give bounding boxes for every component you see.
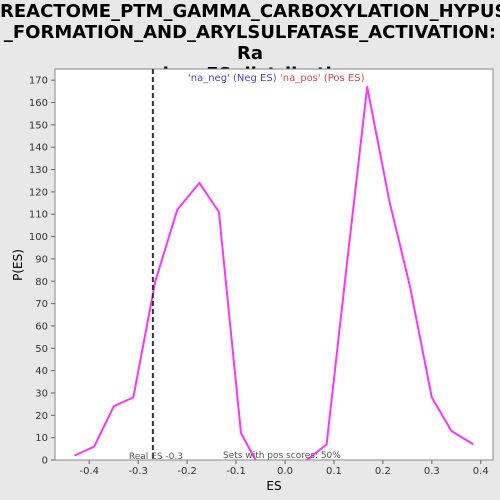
y-tick-label: 120 xyxy=(29,187,48,198)
plot-area xyxy=(54,68,494,461)
x-tick-label: 0.3 xyxy=(424,466,440,477)
x-tick-label: -0.3 xyxy=(128,466,148,477)
y-axis: 0 10 20 30 40 50 60 70 80 90 100 110 120 130 140 150 160… xyxy=(29,76,55,467)
pos-es-series-line xyxy=(306,85,474,461)
y-tick-label: 100 xyxy=(29,232,48,243)
y-tick-label: 0 xyxy=(42,456,48,467)
x-tick-label: 0.0 xyxy=(277,466,293,477)
y-tick-label: 40 xyxy=(35,366,48,377)
y-tick-label: 80 xyxy=(35,277,48,288)
y-tick-label: 140 xyxy=(29,143,48,154)
x-tick-label: -0.1 xyxy=(226,466,246,477)
pos-scores-annotation: Sets with pos scores: 50% xyxy=(223,451,341,461)
legend-pos: 'na_pos' (Pos ES) xyxy=(280,73,365,84)
legend: 'na_neg' (Neg ES) 'na_pos' (Pos ES) xyxy=(188,73,365,84)
legend-neg: 'na_neg' (Neg ES) xyxy=(188,73,277,84)
x-tick-label: 0.2 xyxy=(375,466,391,477)
neg-es-series-line xyxy=(74,181,257,461)
y-tick-label: 130 xyxy=(29,165,48,176)
y-tick-label: 60 xyxy=(35,321,48,332)
x-axis: -0.4 -0.3 -0.2 -0.1 0.0 0.1 0.2 0.3 0.4 xyxy=(79,460,489,477)
y-axis-title: P(ES) xyxy=(11,249,25,281)
y-tick-label: 90 xyxy=(35,254,48,265)
x-tick-label: 0.1 xyxy=(326,466,342,477)
real-es-layer: Real ES -0.3 xyxy=(129,69,183,462)
x-axis-title: ES xyxy=(266,479,281,493)
y-tick-label: 70 xyxy=(35,299,48,310)
y-tick-label: 150 xyxy=(29,120,48,131)
y-tick-label: 10 xyxy=(35,433,48,444)
x-tick-label: -0.4 xyxy=(79,466,99,477)
y-tick-label: 30 xyxy=(35,388,48,399)
y-tick-label: 160 xyxy=(29,98,48,109)
y-tick-label: 170 xyxy=(29,76,48,87)
y-tick-label: 20 xyxy=(35,411,48,422)
y-tick-label: 50 xyxy=(35,344,48,355)
real-es-label: Real ES -0.3 xyxy=(129,452,183,462)
x-tick-label: 0.4 xyxy=(473,466,489,477)
y-tick-label: 110 xyxy=(29,210,48,221)
x-tick-label: -0.2 xyxy=(177,466,197,477)
series-layer xyxy=(74,85,474,461)
